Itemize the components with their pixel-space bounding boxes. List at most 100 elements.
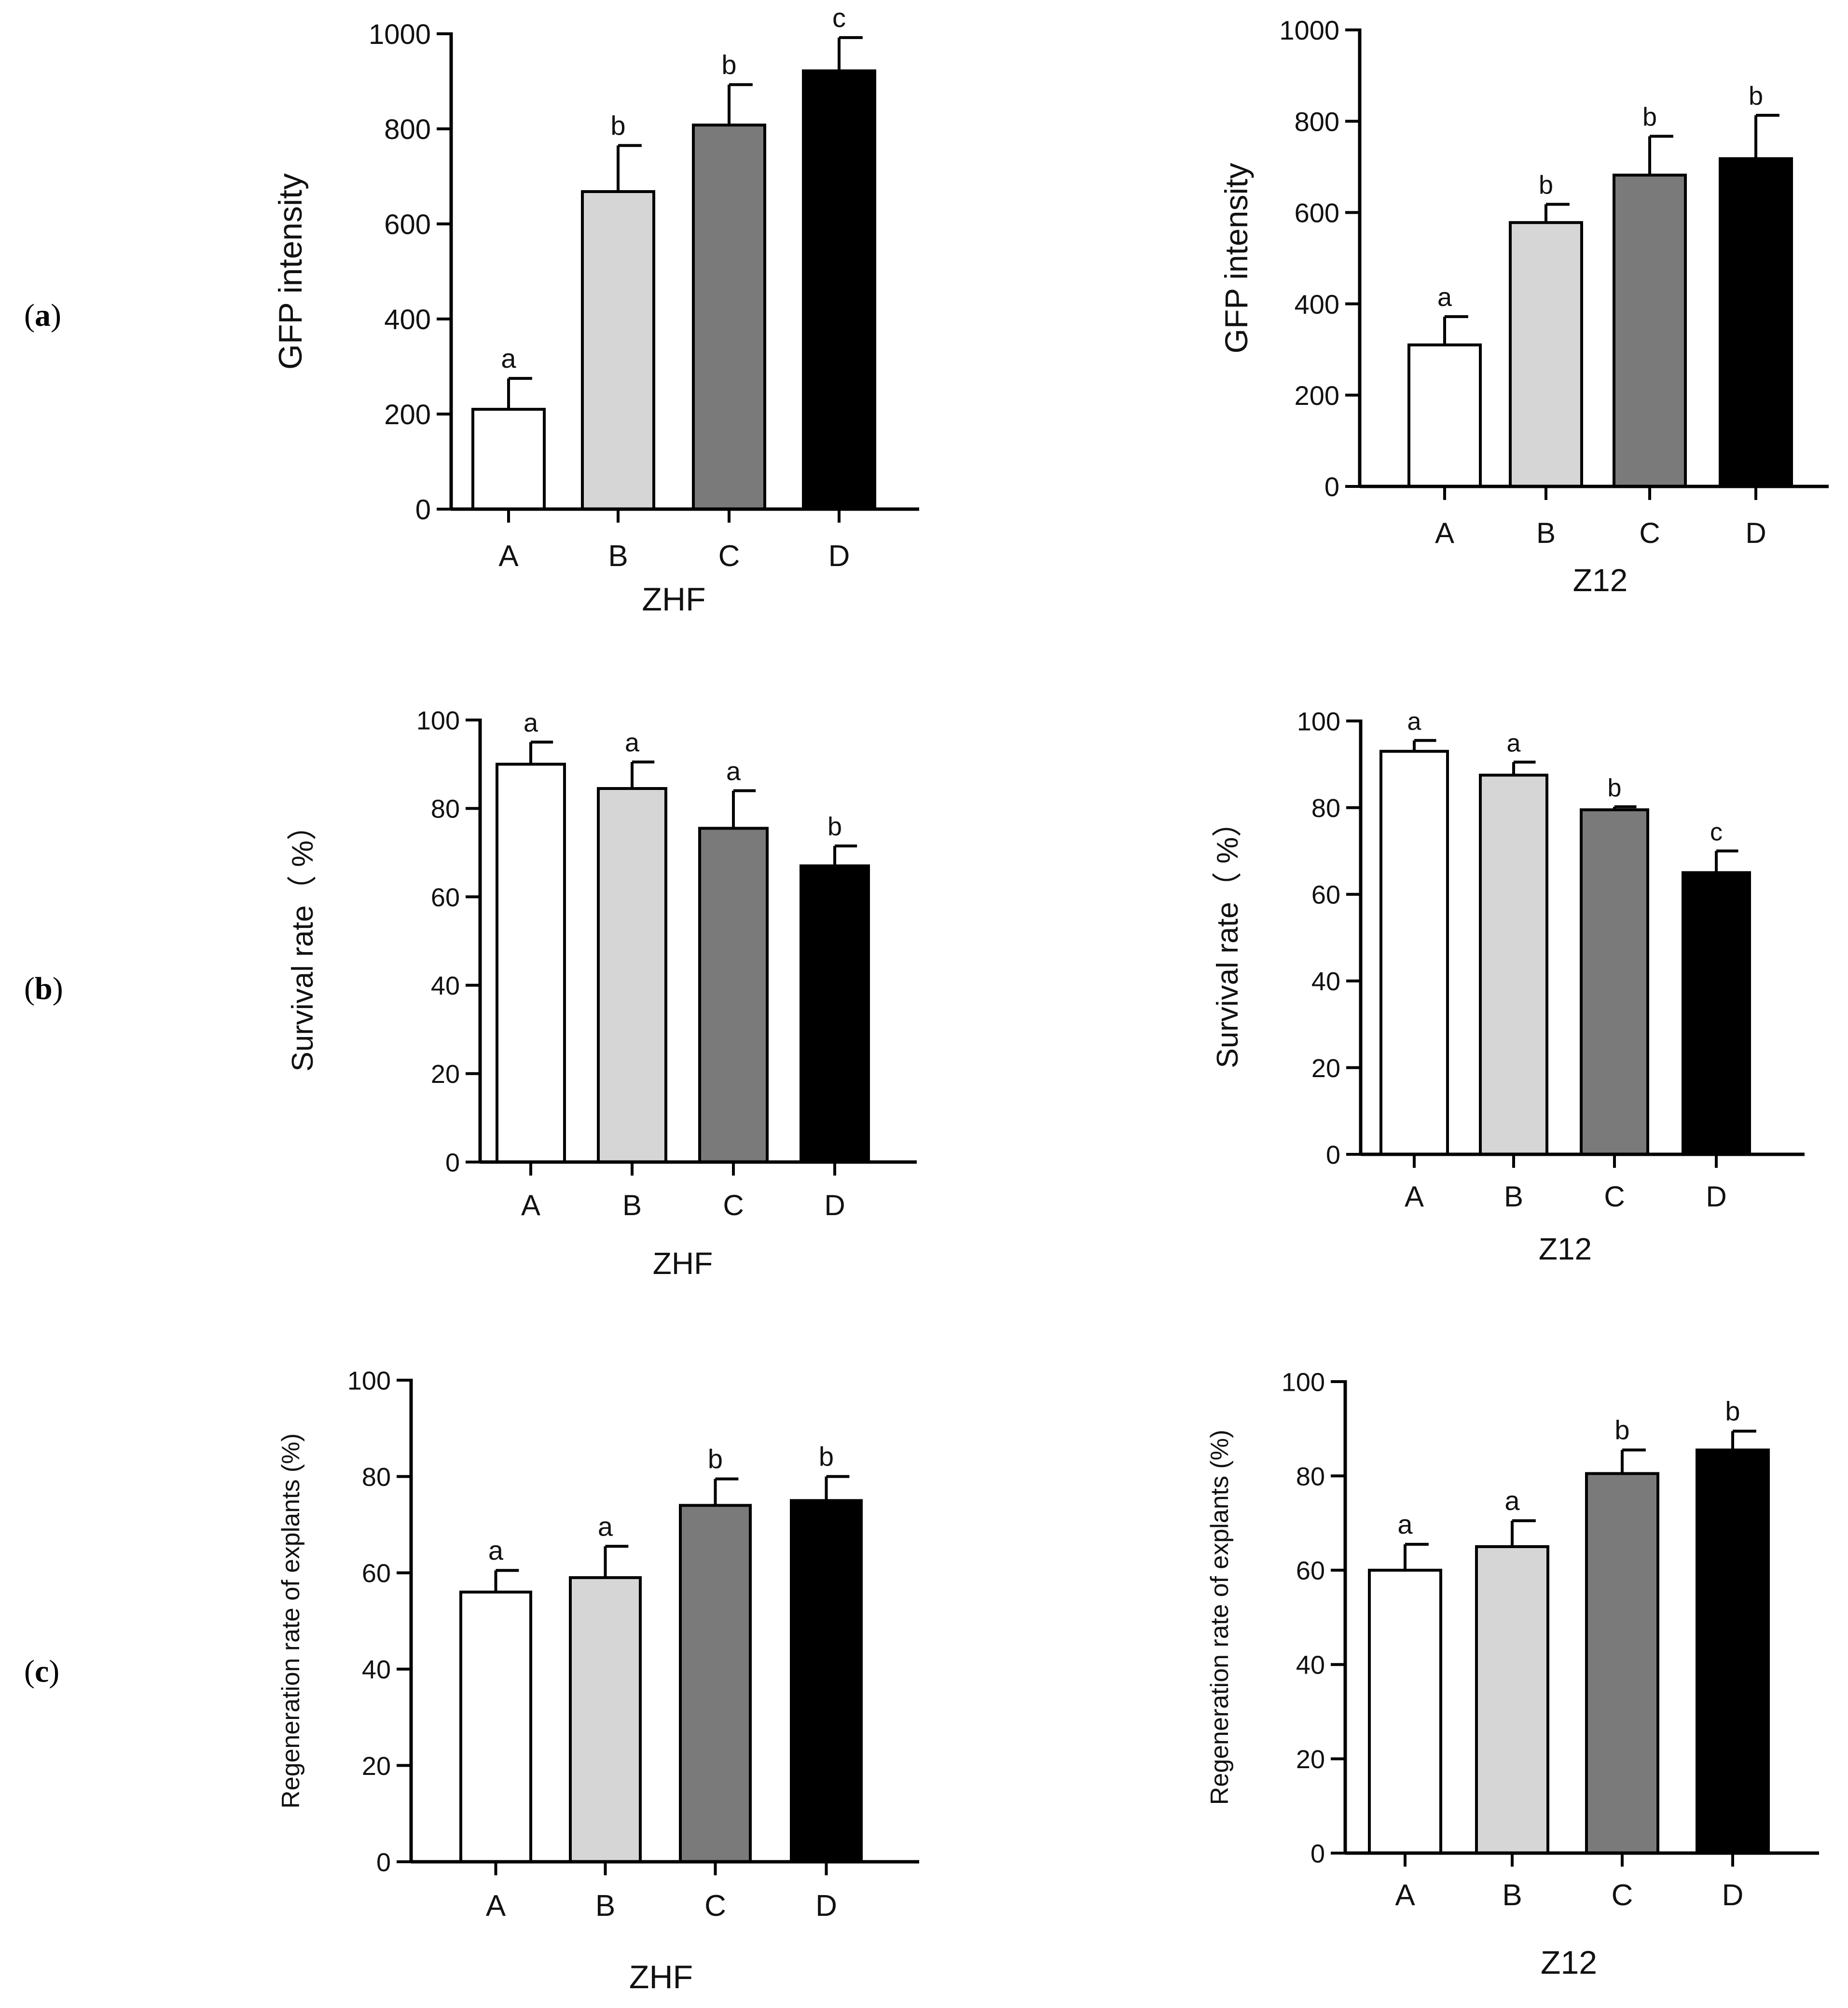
significance-label-A: a: [524, 708, 538, 737]
panel-label-c: (c): [24, 1654, 59, 1689]
bar-C: [698, 827, 769, 1164]
y-tick-label-0: 0: [1324, 471, 1339, 502]
y-tick-label-80: 80: [1311, 794, 1340, 823]
bar-D: [1682, 871, 1751, 1156]
y-tick-label-200: 200: [384, 399, 431, 430]
chart-a-right: a Ab Bb Cb D 0 200 400 600 800 1000 Z12 GFP intensit…: [1218, 15, 1829, 598]
bar-D: [800, 864, 870, 1163]
y-tick-label-1000: 1000: [369, 19, 431, 50]
y-tick-label-600: 600: [1295, 198, 1339, 228]
y-tick-label-200: 200: [1295, 380, 1339, 411]
x-tick-label-D: D: [1706, 1180, 1726, 1213]
x-tick-label-C: C: [1612, 1879, 1633, 1912]
significance-label-B: a: [1507, 729, 1521, 757]
x-axis-title: ZHF: [653, 1246, 713, 1281]
significance-label-C: b: [721, 49, 736, 80]
x-axis-title: Z12: [1573, 562, 1628, 598]
x-tick-label-A: A: [498, 540, 519, 573]
y-axis-title: GFP intensity: [272, 173, 309, 370]
significance-label-C: b: [1642, 102, 1657, 131]
y-tick-label-80: 80: [1296, 1462, 1325, 1491]
significance-label-D: b: [1749, 82, 1763, 111]
significance-label-C: b: [708, 1444, 723, 1474]
bar-D: [802, 69, 876, 511]
bar-A: [496, 762, 566, 1163]
y-tick-label-60: 60: [1296, 1556, 1325, 1585]
y-tick-label-20: 20: [362, 1752, 391, 1781]
panel-label-a: (a): [24, 298, 61, 333]
x-tick-label-B: B: [622, 1189, 642, 1221]
x-tick-label-C: C: [718, 540, 740, 573]
y-axis-title: GFP intensity: [1218, 163, 1254, 354]
y-tick-label-80: 80: [431, 795, 460, 824]
y-tick-label-80: 80: [362, 1463, 391, 1492]
significance-label-B: a: [625, 728, 640, 757]
bar-C: [692, 124, 766, 511]
significance-label-D: c: [1710, 818, 1723, 846]
x-tick-label-A: A: [1395, 1879, 1415, 1912]
y-axis-title: Survival rate（ %）: [1211, 807, 1244, 1068]
chart-c-right: a Aa Bb Cb D 0 20 40 60 80 100 Z12 Regeneration rate…: [1206, 1368, 1819, 1981]
x-tick-label-B: B: [1504, 1180, 1523, 1213]
x-tick-label-D: D: [828, 540, 850, 573]
x-tick-label-A: A: [521, 1189, 540, 1221]
significance-label-A: a: [1437, 283, 1452, 312]
significance-label-D: b: [819, 1441, 834, 1472]
y-tick-label-100: 100: [1282, 1368, 1325, 1397]
significance-label-A: a: [501, 343, 516, 374]
x-tick-label-C: C: [723, 1189, 744, 1221]
x-tick-label-B: B: [595, 1889, 615, 1923]
chart-b-right: a Aa Bb Cc D 0 20 40 60 80 100 Z12 Survival rate（ %）: [1211, 707, 1805, 1266]
bar-C: [1580, 808, 1649, 1156]
bar-C: [1613, 173, 1687, 488]
y-tick-label-100: 100: [416, 706, 460, 735]
x-tick-label-C: C: [1639, 517, 1660, 549]
significance-label-B: b: [1539, 170, 1553, 199]
significance-label-B: a: [1504, 1485, 1520, 1516]
bar-B: [1475, 1545, 1549, 1855]
y-axis-title: Regeneration rate of explants (%): [277, 1433, 305, 1809]
x-tick-label-B: B: [1502, 1879, 1522, 1912]
x-tick-label-B: B: [1536, 517, 1556, 549]
significance-label-D: b: [1725, 1396, 1740, 1426]
panel-label-b: (b): [24, 971, 63, 1006]
y-tick-label-40: 40: [362, 1655, 391, 1684]
bar-A: [1368, 1568, 1442, 1855]
y-tick-label-100: 100: [1297, 707, 1340, 736]
significance-label-C: b: [1608, 774, 1622, 802]
y-tick-label-40: 40: [431, 971, 460, 1000]
significance-label-A: a: [488, 1535, 504, 1565]
y-tick-label-0: 0: [415, 494, 431, 526]
chart-b-left: a Aa Ba Cb D 0 20 40 60 80 100 ZHF Survival rate（ %）: [286, 706, 917, 1281]
bar-A: [1379, 749, 1449, 1156]
x-tick-label-D: D: [824, 1189, 845, 1221]
bar-B: [569, 1576, 642, 1863]
y-axis-title: Regeneration rate of explants (%): [1206, 1430, 1234, 1805]
bar-D: [1719, 157, 1793, 488]
chart-c-left: a Aa Bb Cb D 0 20 40 60 80 100 ZHF Regeneration rate…: [277, 1366, 919, 1995]
significance-label-D: b: [827, 812, 842, 841]
bar-D: [790, 1499, 863, 1863]
x-tick-label-D: D: [1745, 517, 1766, 549]
bar-A: [471, 408, 546, 511]
y-tick-label-60: 60: [362, 1559, 391, 1588]
x-axis-title: ZHF: [629, 1959, 693, 1995]
y-tick-label-0: 0: [1310, 1839, 1325, 1868]
x-tick-label-C: C: [704, 1889, 726, 1923]
bar-A: [1407, 343, 1482, 488]
x-tick-label-C: C: [1604, 1180, 1625, 1213]
chart-a-left: a Ab Bb Cc D 0 200 400 600 800 1000 ZHF GFP intensit…: [272, 2, 919, 618]
y-tick-label-60: 60: [431, 883, 460, 912]
bar-A: [459, 1591, 532, 1864]
bar-B: [1509, 221, 1583, 488]
x-axis-title: ZHF: [642, 581, 705, 618]
y-tick-label-100: 100: [347, 1366, 391, 1395]
y-tick-label-20: 20: [431, 1060, 460, 1089]
x-tick-label-A: A: [486, 1889, 506, 1923]
significance-label-B: a: [598, 1511, 613, 1541]
y-tick-label-0: 0: [445, 1148, 460, 1177]
significance-label-A: a: [1397, 1509, 1413, 1539]
y-tick-label-0: 0: [1326, 1140, 1340, 1169]
bar-B: [581, 190, 655, 511]
